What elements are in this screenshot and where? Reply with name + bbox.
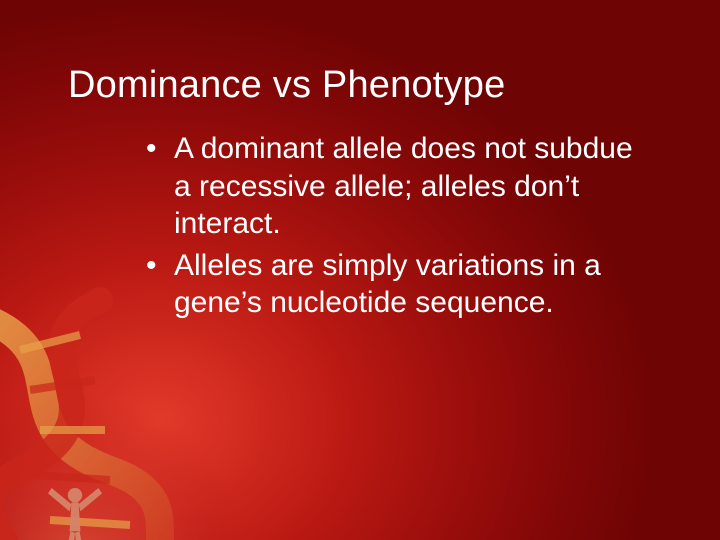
bullet-item: A dominant allele does not subdue a rece… (140, 130, 650, 243)
bullet-list: A dominant allele does not subdue a rece… (140, 130, 650, 322)
bullet-item: Alleles are simply variations in a gene’… (140, 247, 650, 322)
slide-body: A dominant allele does not subdue a rece… (140, 130, 650, 326)
slide: Dominance vs Phenotype A dominant allele… (0, 0, 720, 540)
slide-title: Dominance vs Phenotype (68, 64, 505, 107)
